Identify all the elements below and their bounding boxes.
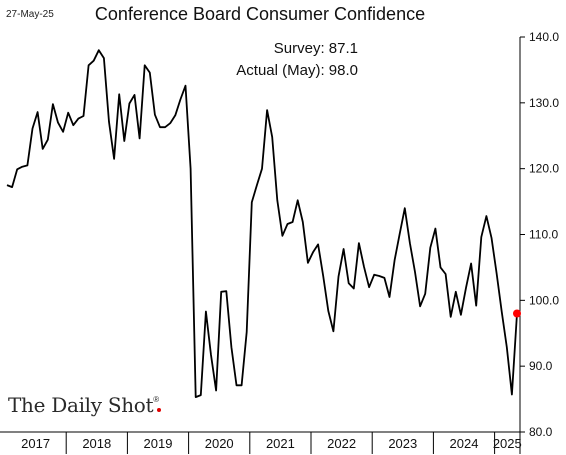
x-category-label: 2019 — [144, 436, 173, 451]
y-tick-label: 110.0 — [529, 228, 558, 242]
chart-axes — [0, 36, 525, 454]
x-category-label: 2023 — [388, 436, 417, 451]
survey-annotation: Survey: 87.1 — [273, 40, 358, 57]
y-tick-label: 90.0 — [529, 359, 553, 373]
y-tick-label: 80.0 — [529, 425, 553, 439]
x-category-label: 2024 — [450, 436, 479, 451]
x-category-label: 2022 — [327, 436, 356, 451]
latest-value-marker — [513, 309, 521, 318]
x-category-label: 2021 — [266, 436, 295, 451]
x-category-label: 2020 — [205, 436, 234, 451]
daily-shot-logo: The Daily Shot® — [8, 393, 161, 417]
y-tick-label: 140.0 — [529, 30, 559, 44]
logo-text: The Daily Shot — [8, 393, 154, 417]
x-category-labels: 2017 2018 2019 2020 2021 2022 2023 2024 2025 — [21, 436, 522, 451]
x-category-label: 2025 — [493, 436, 522, 451]
series-group — [6, 49, 521, 399]
date-label: 27-May-25 — [6, 9, 54, 20]
y-tick-label: 120.0 — [529, 162, 559, 176]
logo-dot-icon — [156, 408, 161, 412]
x-category-label: 2018 — [82, 436, 111, 451]
chart-title: Conference Board Consumer Confidence — [94, 4, 426, 24]
y-tick-label: 100.0 — [529, 293, 559, 307]
y-tick-labels: 80.0 90.0 100.0 110.0 120.0 130.0 140.0 — [529, 30, 559, 439]
series-line — [6, 49, 518, 399]
registered-mark: ® — [153, 395, 159, 404]
x-category-label: 2017 — [21, 436, 50, 451]
y-tick-label: 130.0 — [529, 96, 559, 110]
actual-annotation: Actual (May): 98.0 — [236, 62, 358, 79]
